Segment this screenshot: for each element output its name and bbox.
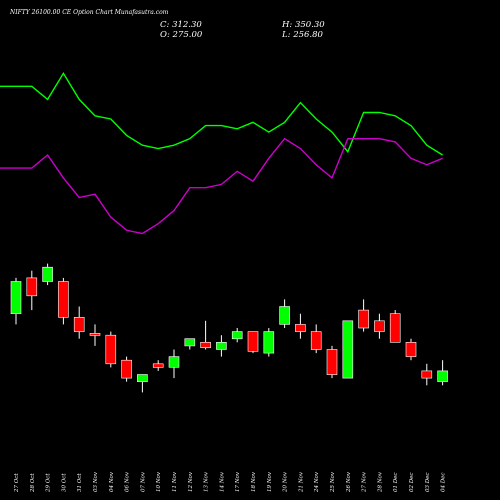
x-tick-label: 11 Nov xyxy=(172,471,178,492)
high-label: H: 350.30 xyxy=(281,20,325,30)
x-tick-label: 04 Nov xyxy=(109,471,115,492)
open-label: O: 275.00 xyxy=(160,30,203,40)
candle xyxy=(358,299,369,332)
indicator-line-1 xyxy=(0,71,443,156)
candle xyxy=(26,270,38,311)
candle xyxy=(437,360,448,386)
candle xyxy=(326,345,338,379)
x-tick-label: 04 Dec xyxy=(441,473,447,493)
candle-body xyxy=(326,349,338,375)
candle-body xyxy=(279,306,290,325)
x-tick-label: 19 Nov xyxy=(267,471,273,492)
candle-body xyxy=(247,331,259,352)
x-tick-label: 29 Oct xyxy=(46,473,52,493)
candle-body xyxy=(358,309,369,329)
candle xyxy=(263,328,275,357)
candle-body xyxy=(89,333,101,336)
x-tick-label: 27 Oct xyxy=(14,473,20,493)
candle xyxy=(247,331,259,354)
candle-body xyxy=(216,341,227,350)
candle-body xyxy=(263,331,275,354)
candle-body xyxy=(310,331,322,350)
x-tick-label: 01 Dec xyxy=(393,473,399,493)
candle xyxy=(405,338,417,361)
close-label: C: 312.30 xyxy=(160,20,202,30)
candles xyxy=(10,263,448,393)
candle xyxy=(310,324,322,354)
candle xyxy=(42,263,53,286)
x-tick-label: 18 Nov xyxy=(251,471,257,492)
candle-body xyxy=(58,281,69,318)
candle xyxy=(231,328,243,343)
x-tick-label: 27 Nov xyxy=(362,471,368,493)
x-tick-label: 14 Nov xyxy=(219,471,225,492)
x-tick-label: 30 Oct xyxy=(61,473,67,492)
candle-body xyxy=(184,338,196,347)
candle-body xyxy=(137,374,148,382)
candle xyxy=(168,349,180,379)
candle xyxy=(10,277,22,325)
x-tick-label: 28 Oct xyxy=(30,473,36,493)
candle xyxy=(200,320,211,350)
x-tick-label: 28 Nov xyxy=(377,471,383,493)
candle-body xyxy=(437,370,448,382)
candle xyxy=(342,320,354,379)
x-tick-label: 24 Nov xyxy=(314,471,320,493)
candle-body xyxy=(405,341,417,357)
candle xyxy=(389,310,401,343)
candle xyxy=(295,313,306,339)
candle xyxy=(216,335,227,357)
x-tick-label: 03 Dec xyxy=(425,473,431,493)
candle-body xyxy=(73,316,85,332)
x-axis-labels: 27 Oct 28 Oct 29 Oct 30 Oct 31 Oct 03 Nov 04 N… xyxy=(14,471,447,493)
x-tick-label: 20 Nov xyxy=(283,471,289,493)
candle xyxy=(137,374,148,393)
candle xyxy=(421,363,433,386)
x-tick-label: 31 Oct xyxy=(77,473,83,492)
candle-body xyxy=(295,324,306,332)
indicator-line-2 xyxy=(0,137,443,235)
candle-body xyxy=(10,281,22,315)
candle xyxy=(374,313,385,339)
x-tick-label: 26 Nov xyxy=(346,471,352,493)
candle xyxy=(73,306,85,339)
candle-body xyxy=(121,359,132,379)
candle xyxy=(58,277,69,325)
candle-body xyxy=(168,356,180,368)
x-tick-label: 10 Nov xyxy=(156,471,162,492)
candle-body xyxy=(42,266,53,282)
candle xyxy=(279,299,290,328)
x-tick-label: 21 Nov xyxy=(298,471,304,493)
candle-body xyxy=(200,341,211,348)
candle-body xyxy=(374,320,385,332)
x-tick-label: 03 Nov xyxy=(93,471,99,492)
candle-body xyxy=(421,370,433,379)
candle-body xyxy=(231,331,243,340)
x-tick-label: 07 Nov xyxy=(140,471,146,492)
x-tick-label: 02 Dec xyxy=(409,473,415,493)
candle xyxy=(152,360,164,371)
candle-body xyxy=(389,313,401,343)
indicator-lines xyxy=(0,71,443,235)
x-tick-label: 06 Nov xyxy=(125,471,131,492)
x-tick-label: 13 Nov xyxy=(204,471,210,492)
x-tick-label: 12 Nov xyxy=(188,471,194,492)
candle-body xyxy=(105,334,117,365)
candle-body xyxy=(152,363,164,368)
candle xyxy=(184,338,196,350)
candle xyxy=(121,356,132,382)
low-label: L: 256.80 xyxy=(281,30,324,40)
candle xyxy=(89,324,101,346)
x-tick-label: 25 Nov xyxy=(330,471,336,493)
candle-body xyxy=(26,277,38,297)
candle xyxy=(105,331,117,368)
x-tick-label: 17 Nov xyxy=(235,471,241,492)
candle-body xyxy=(342,320,354,379)
chart-title: NIFTY 26100.00 CE Option Chart Munafasut… xyxy=(9,9,169,16)
